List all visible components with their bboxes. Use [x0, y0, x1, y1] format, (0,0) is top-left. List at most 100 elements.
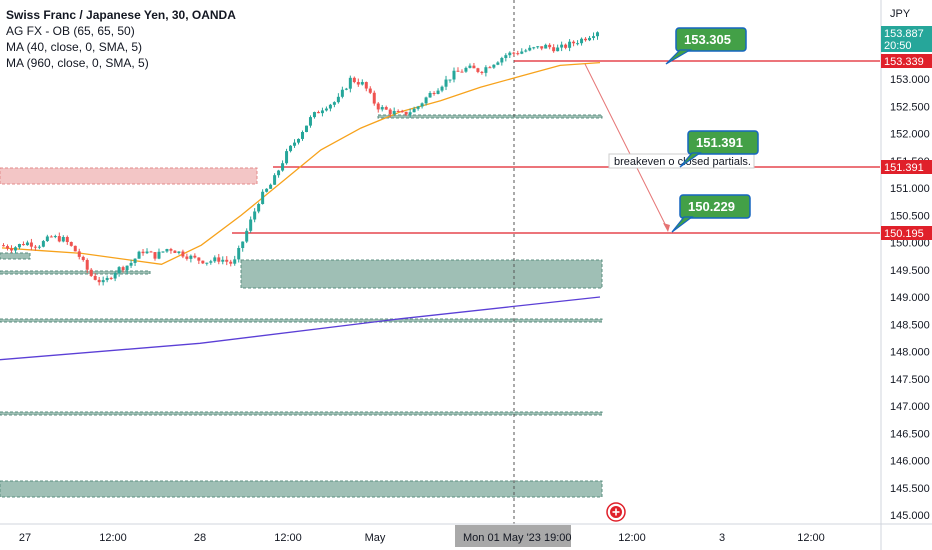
candle-body	[253, 211, 257, 220]
candle-body	[472, 65, 476, 69]
x-tick-label: May	[365, 532, 386, 544]
candle-body	[117, 267, 121, 274]
candle-body	[233, 259, 237, 264]
legend-indicator-ma40[interactable]: MA (40, close, 0, SMA, 5)	[6, 40, 143, 54]
candle-body	[476, 68, 480, 72]
zone-line-152	[377, 114, 603, 119]
candle-body	[304, 125, 308, 133]
candle-body	[161, 251, 165, 253]
candle-body	[364, 82, 368, 89]
candle-body	[293, 142, 297, 146]
candle-body	[101, 280, 105, 283]
candle-body	[392, 111, 396, 115]
candle-body	[376, 103, 380, 110]
candle-body	[532, 47, 536, 49]
candle-body	[356, 82, 360, 85]
zone-line-149-5	[0, 270, 151, 275]
add-alert-icon[interactable]	[606, 502, 626, 522]
candle-body	[125, 265, 129, 271]
candle-body	[149, 251, 153, 253]
y-tick-label: 151.000	[890, 183, 930, 195]
legend-indicator-ob[interactable]: AG FX - OB (65, 65, 50)	[6, 24, 135, 38]
candle-body	[572, 41, 576, 44]
candle-body	[265, 188, 269, 192]
supply-zone-pink	[0, 167, 258, 185]
candle-body	[81, 256, 85, 261]
x-tick-label: 28	[194, 532, 206, 544]
candle-body	[281, 163, 285, 171]
candle-body	[189, 255, 193, 259]
candle-body	[205, 262, 209, 264]
candle-body	[464, 67, 468, 72]
candle-body	[97, 279, 101, 283]
bubble-low[interactable]: 150.229	[671, 194, 751, 233]
candle-body	[177, 251, 181, 254]
x-tick-label: 27	[19, 532, 31, 544]
candle-body	[424, 97, 428, 104]
candle-body	[121, 267, 125, 271]
line-b-value: 151.391	[884, 162, 924, 174]
candle-body	[165, 249, 169, 252]
candle-body	[89, 269, 93, 276]
candle-body	[468, 65, 472, 68]
candle-body	[257, 204, 261, 212]
projection-arrow	[584, 63, 670, 232]
bubble-mid[interactable]: 151.391	[679, 130, 759, 168]
candle-body	[348, 77, 352, 89]
candle-body	[436, 90, 440, 94]
bubble-top[interactable]: 153.305	[665, 27, 747, 65]
candle-body	[504, 55, 508, 58]
candle-body	[452, 70, 456, 80]
candle-body	[137, 251, 141, 259]
candle-body	[25, 242, 29, 246]
candle-body	[153, 252, 157, 259]
candle-body	[380, 107, 384, 110]
candle-body	[324, 108, 328, 111]
candle-body	[524, 50, 528, 52]
candle-body	[516, 53, 520, 55]
legend-title[interactable]: Swiss Franc / Japanese Yen, 30, OANDA	[6, 8, 236, 22]
candle-body	[344, 88, 348, 90]
candle-body	[484, 67, 488, 73]
candle-body	[29, 242, 33, 247]
price-axis[interactable]: JPY 153.000152.500152.000151.500151.0001…	[880, 0, 932, 550]
candle-body	[568, 41, 572, 48]
y-tick-label: 148.500	[890, 319, 930, 331]
candle-body	[145, 251, 149, 254]
time-axis[interactable]: 27 12:00 28 12:00 May 12:00 3 12:00 Mon 01 May …	[0, 523, 932, 547]
y-tick-label: 148.000	[890, 347, 930, 359]
candle-body	[113, 273, 117, 279]
candle-body	[45, 236, 49, 242]
candle-body	[368, 88, 372, 93]
candle-body	[221, 259, 225, 262]
bubble-top-text: 153.305	[684, 32, 731, 47]
candle-body	[372, 92, 376, 104]
candle-body	[308, 117, 312, 126]
candle-body	[448, 79, 452, 81]
chart-legend: Swiss Franc / Japanese Yen, 30, OANDA AG…	[6, 7, 236, 71]
y-tick-label: 149.500	[890, 265, 930, 277]
candle-body	[536, 46, 540, 48]
x-tick-label: 12:00	[618, 532, 646, 544]
candle-body	[13, 247, 17, 251]
current-price-tag: 153.887 20:50	[881, 26, 932, 52]
note-label: breakeven o closed partials.	[608, 153, 755, 169]
line-b-tag: 151.391	[881, 160, 932, 174]
y-tick-label: 150.500	[890, 210, 930, 222]
candle-body	[528, 47, 532, 51]
y-tick-label: 152.000	[890, 129, 930, 141]
candle-body	[512, 52, 516, 54]
candle-body	[556, 47, 560, 52]
candle-body	[141, 251, 145, 254]
line-c-value: 150.195	[884, 228, 924, 240]
candle-body	[185, 256, 189, 259]
candle-body	[93, 275, 97, 280]
currency-label: JPY	[890, 8, 911, 20]
candle-body	[596, 32, 600, 37]
candle-body	[297, 138, 301, 143]
candle-body	[193, 255, 197, 258]
legend-indicator-ma960[interactable]: MA (960, close, 0, SMA, 5)	[6, 56, 149, 70]
ma40-line	[1, 61, 601, 265]
y-tick-label: 150.000	[890, 238, 930, 250]
